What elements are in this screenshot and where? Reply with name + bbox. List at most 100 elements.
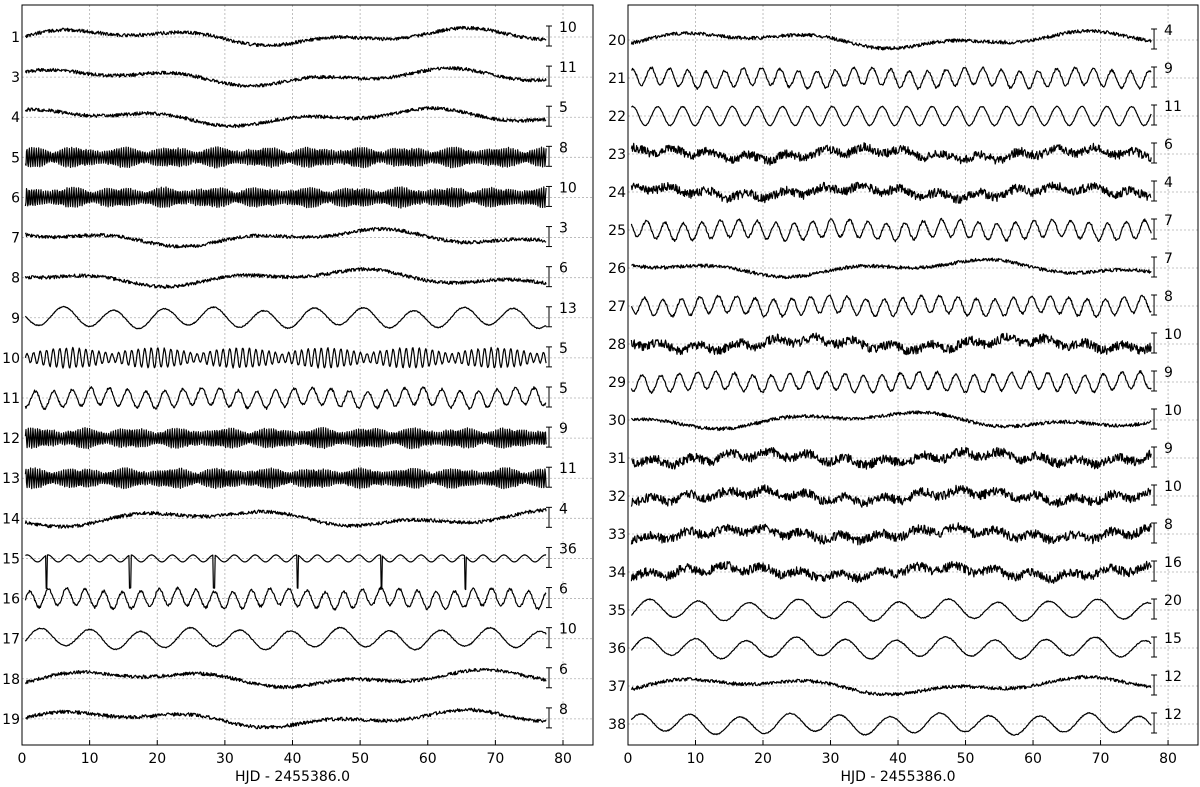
amplitude-scale-label: 7 xyxy=(1164,213,1173,229)
amplitude-scale-label: 36 xyxy=(559,541,577,557)
x-tick-label: 0 xyxy=(624,751,633,767)
amplitude-scale-label: 11 xyxy=(559,60,577,76)
x-tick-label: 80 xyxy=(554,751,572,767)
series-label: 37 xyxy=(608,679,626,695)
light-curve-star-33 xyxy=(630,522,1152,546)
series-label: 20 xyxy=(608,33,626,49)
amplitude-scale-label: 9 xyxy=(559,421,568,437)
amplitude-scale-label: 6 xyxy=(559,261,568,277)
series-label: 34 xyxy=(608,565,626,581)
series-label: 33 xyxy=(608,527,626,543)
light-curve-star-9 xyxy=(24,305,547,330)
light-curve-star-22 xyxy=(631,105,1152,127)
x-axis-label: HJD - 2455386.0 xyxy=(235,769,350,785)
amplitude-scale-label: 15 xyxy=(1164,631,1182,647)
light-curve-star-19 xyxy=(25,707,547,730)
light-curve-star-27 xyxy=(630,294,1152,318)
series-label: 4 xyxy=(11,110,20,126)
light-curve-star-10 xyxy=(24,346,547,369)
x-tick-label: 70 xyxy=(486,751,504,767)
series-label: 26 xyxy=(608,261,626,277)
series-label: 8 xyxy=(11,271,20,287)
series-label: 1 xyxy=(11,30,20,46)
amplitude-scale-label: 12 xyxy=(1164,669,1182,685)
light-curve-star-36 xyxy=(630,636,1152,661)
light-curve-star-5 xyxy=(24,146,547,169)
series-label: 5 xyxy=(11,150,20,166)
light-curve-star-17 xyxy=(24,626,547,651)
light-curve-star-16 xyxy=(24,586,547,611)
amplitude-scale-label: 16 xyxy=(1164,555,1182,571)
series-label: 31 xyxy=(608,451,626,467)
amplitude-scale-label: 8 xyxy=(1164,289,1173,305)
light-curve-star-15 xyxy=(25,554,547,591)
x-tick-label: 50 xyxy=(957,751,975,767)
series-label: 22 xyxy=(608,109,626,125)
amplitude-scale-label: 9 xyxy=(1164,61,1173,77)
amplitude-scale-label: 8 xyxy=(1164,517,1173,533)
light-curve-star-29 xyxy=(630,370,1152,394)
series-label: 10 xyxy=(2,351,20,367)
amplitude-scale-label: 3 xyxy=(559,221,568,237)
amplitude-scale-label: 10 xyxy=(559,20,577,36)
x-tick-label: 20 xyxy=(148,751,166,767)
amplitude-scale-label: 11 xyxy=(1164,99,1182,115)
x-tick-label: 0 xyxy=(18,751,27,767)
amplitude-scale-label: 5 xyxy=(559,341,568,357)
amplitude-scale-label: 11 xyxy=(559,461,577,477)
light-curve-star-20 xyxy=(630,29,1152,51)
series-label: 7 xyxy=(11,231,20,247)
x-tick-label: 30 xyxy=(216,751,234,767)
plot-frame xyxy=(21,4,594,746)
light-curve-star-13 xyxy=(24,467,547,490)
x-tick-label: 30 xyxy=(822,751,840,767)
series-label: 9 xyxy=(11,311,20,327)
light-curve-star-23 xyxy=(630,142,1152,166)
light-curve-star-26 xyxy=(631,257,1152,280)
amplitude-scale-label: 12 xyxy=(1164,707,1182,723)
series-label: 21 xyxy=(608,71,626,87)
series-label: 25 xyxy=(608,223,626,239)
x-tick-label: 70 xyxy=(1092,751,1110,767)
light-curve-star-18 xyxy=(24,667,547,690)
series-label: 38 xyxy=(608,717,626,733)
light-curve-star-30 xyxy=(630,410,1152,432)
series-label: 6 xyxy=(11,190,20,206)
light-curve-star-28 xyxy=(630,332,1152,356)
x-tick-label: 60 xyxy=(419,751,437,767)
amplitude-scale-label: 5 xyxy=(559,381,568,397)
chart-panel-left: 0 10 20 30 40 50 60 70 80 HJD - 2455386.0 1 10 3 11 4 5… xyxy=(2,4,594,785)
light-curve-star-1 xyxy=(24,25,547,48)
light-curve-star-11 xyxy=(24,386,547,411)
series-label: 36 xyxy=(608,641,626,657)
light-curve-star-34 xyxy=(630,560,1152,584)
amplitude-scale-label: 10 xyxy=(1164,479,1182,495)
light-curve-star-3 xyxy=(24,66,547,88)
x-axis-label: HJD - 2455386.0 xyxy=(840,769,955,785)
amplitude-scale-label: 6 xyxy=(559,582,568,598)
chart-panel-right: 0 10 20 30 40 50 60 70 80 HJD - 2455386.0 20 4 21 9 22… xyxy=(608,4,1199,785)
light-curve-star-35 xyxy=(631,598,1152,622)
plot-frame xyxy=(627,4,1199,746)
x-tick-label: 80 xyxy=(1159,751,1177,767)
amplitude-scale-label: 13 xyxy=(559,301,577,317)
series-label: 32 xyxy=(608,489,626,505)
amplitude-scale-label: 10 xyxy=(1164,327,1182,343)
amplitude-scale-label: 8 xyxy=(559,702,568,718)
light-curve-star-21 xyxy=(631,66,1152,91)
light-curve-star-4 xyxy=(24,106,547,129)
series-label: 13 xyxy=(2,471,20,487)
series-label: 24 xyxy=(608,185,626,201)
series-label: 23 xyxy=(608,147,626,163)
amplitude-scale-label: 5 xyxy=(559,100,568,116)
light-curve-star-8 xyxy=(24,267,547,289)
series-label: 11 xyxy=(2,391,20,407)
series-label: 30 xyxy=(608,413,626,429)
series-label: 29 xyxy=(608,375,626,391)
x-tick-label: 50 xyxy=(351,751,369,767)
series-label: 14 xyxy=(2,511,20,527)
light-curve-star-7 xyxy=(24,226,547,249)
amplitude-scale-label: 4 xyxy=(1164,175,1173,191)
amplitude-scale-label: 9 xyxy=(1164,365,1173,381)
